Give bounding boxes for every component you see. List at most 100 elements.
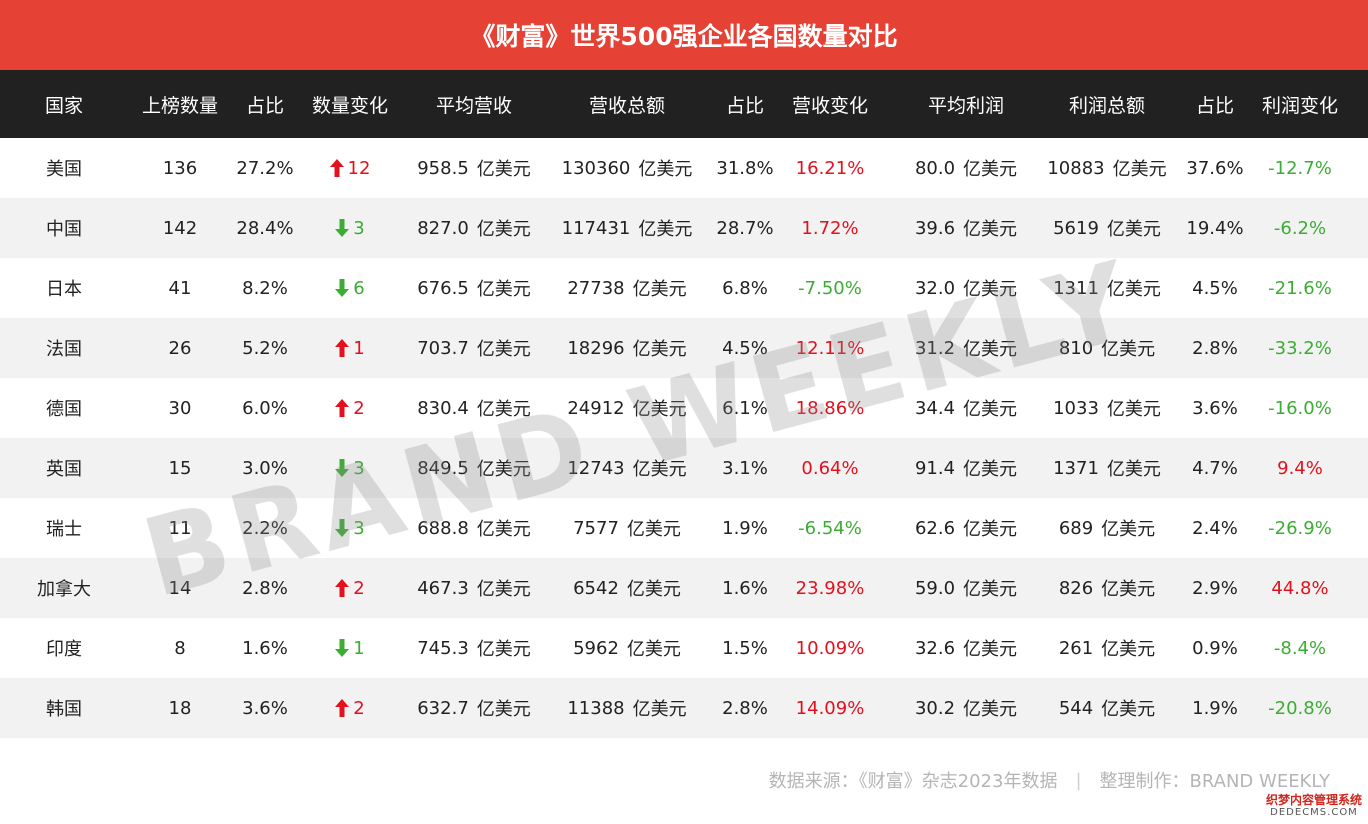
count-change-cell: 2 [305,378,395,438]
arrow-up-icon [335,399,350,417]
count-change-value: 3 [353,517,365,539]
share-cell: 8.2% [242,277,288,299]
profit-change-cell: 44.8% [1271,577,1329,599]
unit: 亿美元 [632,339,687,360]
unit: 亿美元 [632,459,687,480]
share-cell: 3.6% [242,697,288,719]
value: 830.4 [417,397,469,419]
count-change-cell: 3 [305,198,395,258]
value: 810 [1058,337,1094,359]
avg-revenue-cell: 830.4 亿美元 [394,378,554,438]
unit: 亿美元 [963,519,1018,540]
value: 688.8 [417,517,469,539]
value: 958.5 [417,157,469,179]
unit: 亿美元 [1101,699,1156,720]
count-change-cell: 3 [305,498,395,558]
total-profit-cell: 1371 亿美元 [1032,438,1182,498]
count-change-cell: 1 [305,318,395,378]
header-profit-change: 利润变化 [1261,94,1338,117]
avg-revenue-cell: 958.5 亿美元 [394,138,554,198]
avg-profit-cell: 32.6 亿美元 [886,618,1046,678]
value: 32.6 [914,637,956,659]
value: 1311 [1053,277,1099,299]
unit: 亿美元 [476,279,531,300]
avg-profit-cell: 30.2 亿美元 [886,678,1046,738]
header-total-revenue: 营收总额 [588,94,665,117]
total-profit-cell: 5619 亿美元 [1032,198,1182,258]
count-change: 3 [335,218,365,239]
count-change: 2 [335,398,365,419]
profit-change-cell: -33.2% [1268,337,1332,359]
revenue-change-cell: 0.64% [801,457,859,479]
count-change: 2 [335,698,365,719]
unit: 亿美元 [476,579,531,600]
profit-share-cell: 1.9% [1192,697,1238,719]
revenue-share-cell: 1.9% [722,517,768,539]
count-change: 6 [335,277,365,299]
unit: 亿美元 [1101,519,1156,540]
unit: 亿美元 [476,219,531,240]
value: 32.0 [914,277,956,299]
value: 117431 [561,217,631,239]
count-change-cell: 1 [305,618,395,678]
total-revenue-cell: 24912 亿美元 [547,378,707,438]
profit-change-cell: -16.0% [1268,397,1332,419]
revenue-share-cell: 6.1% [722,397,768,419]
country-cell: 中国 [46,219,82,240]
avg-revenue-cell: 676.5 亿美元 [394,258,554,318]
count-cell: 11 [168,517,192,539]
country-cell: 法国 [46,339,82,360]
avg-profit-cell: 34.4 亿美元 [886,378,1046,438]
share-cell: 3.0% [242,457,288,479]
count-cell: 41 [168,277,192,299]
avg-profit-cell: 31.2 亿美元 [886,318,1046,378]
value: 10883 [1047,157,1105,179]
value: 5962 [573,637,619,659]
share-cell: 5.2% [242,337,288,359]
value: 24912 [567,397,625,419]
avg-profit-cell: 91.4 亿美元 [886,438,1046,498]
count-change-value: 12 [347,157,371,179]
total-revenue-cell: 27738 亿美元 [547,258,707,318]
arrow-down-icon [335,519,350,537]
unit: 亿美元 [1106,459,1161,480]
table-header: 国家 上榜数量 占比 数量变化 平均营收 营收总额 占比 营收变化 平均利润 利润总额 占比 利润变化 [0,70,1368,138]
total-profit-cell: 689 亿美元 [1032,498,1182,558]
unit: 亿美元 [626,639,681,660]
table-row: 印度 8 1.6% 1 745.3 亿美元 5962 亿美元 1.5% 10.09% 32.6 亿美元… [0,618,1368,678]
country-cell: 美国 [46,159,82,180]
profit-change-cell: -20.8% [1268,697,1332,719]
header-profit-share: 占比 [1195,94,1234,117]
value: 5619 [1053,217,1099,239]
unit: 亿美元 [1106,279,1161,300]
count-change: 12 [329,157,371,179]
unit: 亿美元 [1112,159,1167,180]
revenue-share-cell: 1.5% [722,637,768,659]
profit-change-cell: -26.9% [1268,517,1332,539]
count-cell: 136 [162,157,198,179]
value: 12743 [567,457,625,479]
unit: 亿美元 [476,159,531,180]
revenue-share-cell: 31.8% [716,157,774,179]
total-profit-cell: 261 亿美元 [1032,618,1182,678]
total-profit-cell: 826 亿美元 [1032,558,1182,618]
unit: 亿美元 [1101,579,1156,600]
value: 130360 [561,157,631,179]
table-row: 中国 142 28.4% 3 827.0 亿美元 117431 亿美元 28.7% 1.72% 39… [0,198,1368,258]
count-change-value: 6 [353,277,365,299]
avg-profit-cell: 80.0 亿美元 [886,138,1046,198]
value: 261 [1058,637,1094,659]
arrow-up-icon [335,699,350,717]
share-cell: 2.8% [242,577,288,599]
header-avg-revenue: 平均营收 [435,94,512,117]
footer-separator: | [1075,769,1082,791]
share-cell: 27.2% [236,157,294,179]
total-revenue-cell: 117431 亿美元 [547,198,707,258]
arrow-down-icon [335,459,350,477]
total-revenue-cell: 6542 亿美元 [547,558,707,618]
header-avg-profit: 平均利润 [927,94,1004,117]
avg-profit-cell: 62.6 亿美元 [886,498,1046,558]
count-cell: 142 [162,217,198,239]
profit-share-cell: 3.6% [1192,397,1238,419]
unit: 亿美元 [632,279,687,300]
